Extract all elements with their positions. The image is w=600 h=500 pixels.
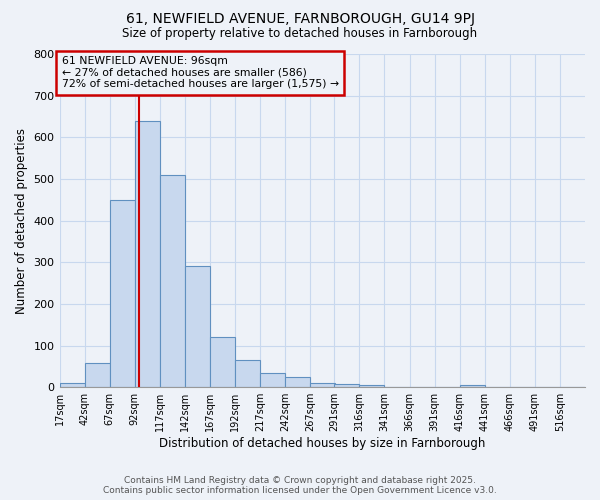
Bar (260, 372, 285, 387)
Bar (235, 360, 260, 387)
Text: 61 NEWFIELD AVENUE: 96sqm
← 27% of detached houses are smaller (586)
72% of semi: 61 NEWFIELD AVENUE: 96sqm ← 27% of detac… (62, 56, 338, 90)
Text: Contains HM Land Registry data © Crown copyright and database right 2025.
Contai: Contains HM Land Registry data © Crown c… (103, 476, 497, 495)
Y-axis label: Number of detached properties: Number of detached properties (15, 128, 28, 314)
Bar (160, 175, 185, 387)
Bar (359, 385, 385, 387)
Bar (310, 383, 335, 387)
X-axis label: Distribution of detached houses by size in Farnborough: Distribution of detached houses by size … (159, 437, 485, 450)
Bar (210, 337, 235, 387)
Text: 61, NEWFIELD AVENUE, FARNBOROUGH, GU14 9PJ: 61, NEWFIELD AVENUE, FARNBOROUGH, GU14 9… (125, 12, 475, 26)
Bar (110, 200, 135, 387)
Text: Size of property relative to detached houses in Farnborough: Size of property relative to detached ho… (122, 28, 478, 40)
Bar (135, 120, 160, 387)
Bar (334, 384, 359, 387)
Bar (85, 363, 110, 387)
Bar (185, 266, 210, 387)
Bar (460, 385, 485, 387)
Bar (285, 377, 310, 387)
Bar (59, 383, 85, 387)
